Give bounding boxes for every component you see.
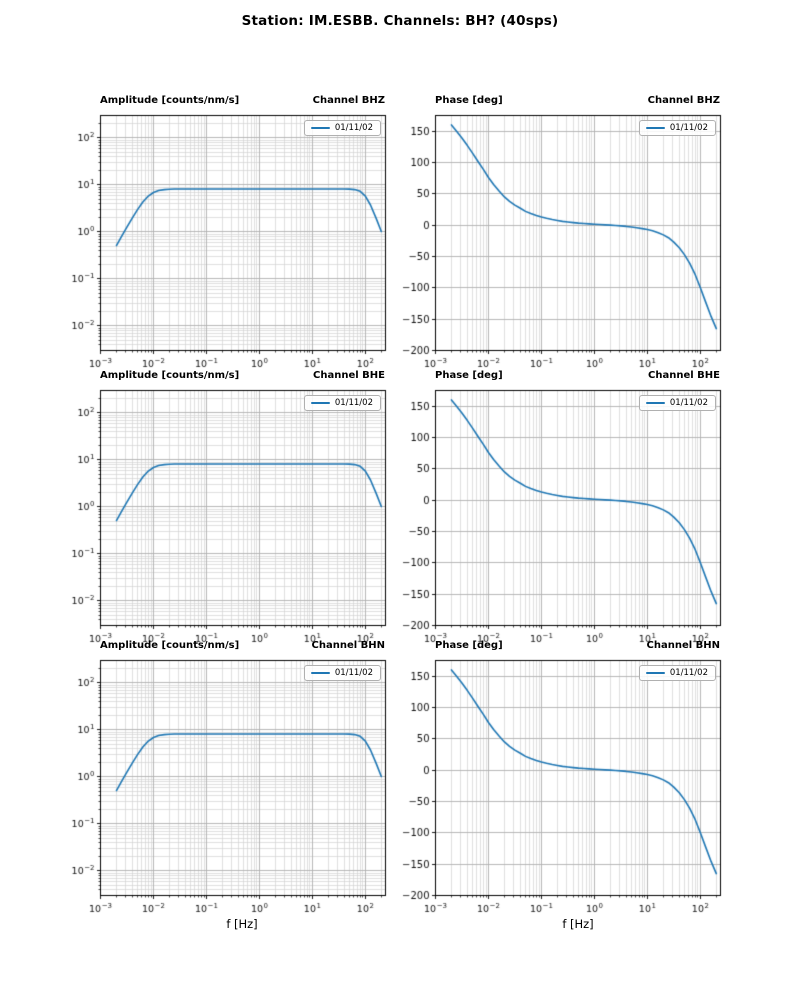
x-axis-label-left: f [Hz]	[226, 917, 258, 931]
legend-line-swatch	[310, 672, 330, 674]
subplot-header: Phase [deg] Channel BHE	[435, 370, 720, 382]
phase-bhe-plot-canvas	[385, 382, 735, 650]
legend-line-swatch	[645, 672, 665, 674]
legend-label: 01/11/02	[334, 123, 373, 133]
channel-title-bhn: Channel BHN	[311, 640, 386, 651]
amplitude-axis-title: Amplitude [counts/nm/s]	[100, 370, 240, 381]
subplot-phase-bhn: Phase [deg] Channel BHN 01/11/02	[385, 640, 735, 921]
legend-line-swatch	[645, 402, 665, 404]
legend-label: 01/11/02	[334, 668, 373, 678]
amplitude-axis-title: Amplitude [counts/nm/s]	[100, 640, 240, 651]
phase-bhz-plot-canvas	[385, 107, 735, 375]
channel-title-bhz: Channel BHZ	[312, 95, 385, 106]
subplot-phase-bhz: Phase [deg] Channel BHZ 01/11/02	[385, 95, 735, 376]
legend-label: 01/11/02	[334, 398, 373, 408]
phase-bhn-plot-canvas	[385, 652, 735, 920]
legend-label: 01/11/02	[669, 398, 708, 408]
amplitude-bhz-plot-canvas	[50, 107, 400, 375]
legend-line-swatch	[310, 127, 330, 129]
figure-title: Station: IM.ESBB. Channels: BH? (40sps)	[241, 13, 559, 29]
legend-label: 01/11/02	[669, 668, 708, 678]
subplot-amplitude-bhz: Amplitude [counts/nm/s] Channel BHZ 01/1…	[50, 95, 400, 376]
legend: 01/11/02	[638, 120, 716, 136]
amplitude-bhe-plot-canvas	[50, 382, 400, 650]
legend: 01/11/02	[303, 395, 381, 411]
subplot-header: Phase [deg] Channel BHN	[435, 640, 720, 652]
amplitude-bhn-plot-canvas	[50, 652, 400, 920]
legend: 01/11/02	[638, 395, 716, 411]
legend-label: 01/11/02	[669, 123, 708, 133]
subplot-phase-bhe: Phase [deg] Channel BHE 01/11/02	[385, 370, 735, 651]
legend-line-swatch	[645, 127, 665, 129]
phase-axis-title: Phase [deg]	[435, 640, 503, 651]
subplot-amplitude-bhn: Amplitude [counts/nm/s] Channel BHN 01/1…	[50, 640, 400, 921]
subplot-header: Phase [deg] Channel BHZ	[435, 95, 720, 107]
subplot-header: Amplitude [counts/nm/s] Channel BHE	[100, 370, 385, 382]
subplot-amplitude-bhe: Amplitude [counts/nm/s] Channel BHE 01/1…	[50, 370, 400, 651]
channel-title-bhz: Channel BHZ	[647, 95, 720, 106]
phase-axis-title: Phase [deg]	[435, 95, 503, 106]
x-axis-label-right: f [Hz]	[562, 917, 594, 931]
legend: 01/11/02	[638, 665, 716, 681]
channel-title-bhe: Channel BHE	[648, 370, 720, 381]
channel-title-bhe: Channel BHE	[313, 370, 385, 381]
legend: 01/11/02	[303, 665, 381, 681]
subplot-header: Amplitude [counts/nm/s] Channel BHZ	[100, 95, 385, 107]
phase-axis-title: Phase [deg]	[435, 370, 503, 381]
legend-line-swatch	[310, 402, 330, 404]
subplot-header: Amplitude [counts/nm/s] Channel BHN	[100, 640, 385, 652]
channel-title-bhn: Channel BHN	[646, 640, 721, 651]
legend: 01/11/02	[303, 120, 381, 136]
amplitude-axis-title: Amplitude [counts/nm/s]	[100, 95, 240, 106]
